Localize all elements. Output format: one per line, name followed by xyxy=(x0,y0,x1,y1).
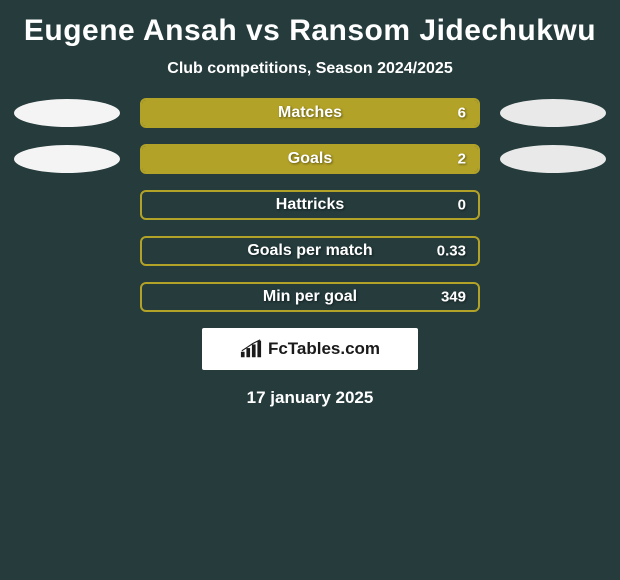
stat-label: Hattricks xyxy=(276,196,344,214)
stat-label: Goals xyxy=(288,150,332,168)
stat-value: 2 xyxy=(458,151,466,168)
stat-bar: Goals 2 xyxy=(140,144,480,174)
right-player-oval xyxy=(500,99,606,127)
left-spacer xyxy=(14,191,120,219)
stat-value: 6 xyxy=(458,105,466,122)
footer-date: 17 january 2025 xyxy=(0,388,620,408)
left-player-oval xyxy=(14,145,120,173)
stat-label: Goals per match xyxy=(247,242,372,260)
comparison-rows: Matches 6 Goals 2 Hattricks 0 Goals per match 0… xyxy=(0,98,620,312)
right-spacer xyxy=(500,237,606,265)
stat-bar: Min per goal 349 xyxy=(140,282,480,312)
fctables-logo: FcTables.com xyxy=(202,328,418,370)
stat-row: Goals 2 xyxy=(0,144,620,174)
stat-row: Matches 6 xyxy=(0,98,620,128)
bars-growth-icon xyxy=(240,339,262,359)
stat-label: Min per goal xyxy=(263,288,357,306)
stat-value: 349 xyxy=(441,289,466,306)
left-player-oval xyxy=(14,99,120,127)
logo-text: FcTables.com xyxy=(268,339,380,359)
left-spacer xyxy=(14,283,120,311)
right-player-oval xyxy=(500,145,606,173)
left-spacer xyxy=(14,237,120,265)
stat-label: Matches xyxy=(278,104,342,122)
subtitle: Club competitions, Season 2024/2025 xyxy=(0,54,620,98)
stat-bar: Hattricks 0 xyxy=(140,190,480,220)
stat-value: 0 xyxy=(458,197,466,214)
stat-bar: Matches 6 xyxy=(140,98,480,128)
stat-value: 0.33 xyxy=(437,243,466,260)
stat-row: Goals per match 0.33 xyxy=(0,236,620,266)
right-spacer xyxy=(500,191,606,219)
right-spacer xyxy=(500,283,606,311)
stat-row: Min per goal 349 xyxy=(0,282,620,312)
stat-row: Hattricks 0 xyxy=(0,190,620,220)
page-title: Eugene Ansah vs Ransom Jidechukwu xyxy=(0,0,620,54)
stat-bar: Goals per match 0.33 xyxy=(140,236,480,266)
